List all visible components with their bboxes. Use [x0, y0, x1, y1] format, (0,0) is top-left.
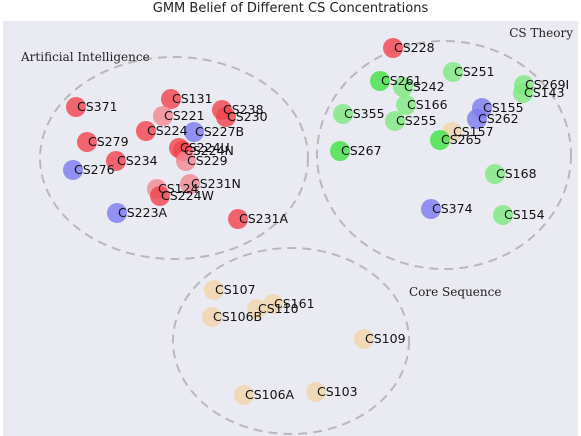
cluster-layer: Artificial Intelligence CS Theory Core Seq… — [20, 26, 573, 435]
point-cs231n — [180, 174, 200, 194]
point-cs371 — [66, 97, 86, 117]
point-label-cs261: CS261 — [381, 73, 422, 88]
point-label-cs231a: CS231A — [239, 211, 289, 226]
point-cs255 — [385, 111, 405, 131]
point-cs223a — [107, 203, 127, 223]
point-label-cs229: CS229 — [187, 153, 228, 168]
point-label-cs255: CS255 — [396, 113, 437, 128]
point-cs109 — [354, 329, 374, 349]
cluster-artificial-intelligence — [39, 56, 309, 260]
point-cs227b — [184, 122, 204, 142]
point-label-cs251: CS251 — [454, 64, 495, 79]
point-label-cs231n: CS231N — [191, 176, 241, 191]
cluster-label-cs-theory: CS Theory — [509, 26, 573, 40]
point-cs131 — [161, 89, 181, 109]
point-label-cs371: CS371 — [77, 99, 118, 114]
point-cs234 — [106, 151, 126, 171]
point-label-cs374: CS374 — [432, 201, 473, 216]
point-label-cs227b: CS227B — [195, 124, 244, 139]
point-label-cs228: CS228 — [394, 40, 435, 55]
point-cs267 — [330, 141, 350, 161]
cluster-cs-theory — [316, 40, 572, 270]
point-cs161 — [263, 294, 283, 314]
point-label-cs223a: CS223A — [118, 205, 168, 220]
point-cs221 — [153, 106, 173, 126]
point-label-cs276: CS276 — [74, 162, 115, 177]
point-label-cs107: CS107 — [215, 282, 256, 297]
point-label-cs106a: CS106A — [245, 387, 295, 402]
point-label-cs168: CS168 — [496, 166, 537, 181]
point-cs355 — [333, 104, 353, 124]
point-label-cs262: CS262 — [478, 111, 519, 126]
point-cs251 — [443, 62, 463, 82]
point-cs242 — [393, 77, 413, 97]
point-cs224 — [136, 121, 156, 141]
point-label-cs238: CS238 — [223, 102, 264, 117]
point-label-cs154: CS154 — [504, 207, 545, 222]
point-label-cs143: CS143 — [524, 85, 565, 100]
cluster-label-core-sequence: Core Sequence — [409, 285, 501, 299]
point-cs143 — [513, 83, 533, 103]
point-label-cs230: CS230 — [227, 109, 268, 124]
cluster-core-sequence — [172, 247, 410, 435]
point-cs106b — [202, 307, 222, 327]
point-cs166 — [396, 95, 416, 115]
point-label-cs242: CS242 — [404, 79, 445, 94]
point-label-cs224u: CS224U — [180, 140, 230, 155]
point-cs261 — [370, 71, 390, 91]
point-label-cs224n: CS224N — [184, 143, 234, 158]
point-label-cs131: CS131 — [172, 91, 213, 106]
point-cs224w — [150, 186, 170, 206]
point-label-cs224: CS224 — [147, 123, 188, 138]
chart-title: GMM Belief of Different CS Concentration… — [153, 1, 429, 16]
point-label-cs157: CS157 — [453, 124, 494, 139]
point-cs228 — [383, 38, 403, 58]
point-label-cs109: CS109 — [365, 331, 406, 346]
point-label-cs161: CS161 — [274, 296, 315, 311]
point-label-cs110: CS110 — [258, 301, 299, 316]
point-label-cs355: CS355 — [344, 106, 385, 121]
point-cs110 — [247, 299, 267, 319]
point-cs229 — [176, 151, 196, 171]
point-cs107 — [204, 280, 224, 300]
point-cs154 — [493, 205, 513, 225]
point-label-cs269i: CS269I — [525, 77, 569, 92]
point-cs276 — [63, 160, 83, 180]
point-label-cs103: CS103 — [317, 384, 358, 399]
point-cs374 — [421, 199, 441, 219]
point-cs103 — [306, 382, 326, 402]
plot-area — [3, 21, 578, 436]
point-label-cs166: CS166 — [407, 97, 448, 112]
point-label-cs279: CS279 — [88, 134, 129, 149]
point-cs230 — [216, 107, 236, 127]
point-label-cs267: CS267 — [341, 143, 382, 158]
point-label-cs155: CS155 — [483, 100, 524, 115]
point-label-cs106b: CS106B — [213, 309, 262, 324]
point-cs262 — [467, 109, 487, 129]
point-label-cs221: CS221 — [164, 108, 205, 123]
cluster-label-artificial-intelligence: Artificial Intelligence — [20, 50, 150, 64]
point-label-cs234: CS234 — [117, 153, 158, 168]
point-cs231a — [228, 209, 248, 229]
point-cs279 — [77, 132, 97, 152]
point-cs106a — [234, 385, 254, 405]
point-label-cs265: CS265 — [441, 132, 482, 147]
point-cs265 — [430, 130, 450, 150]
point-label-cs124: CS124 — [158, 181, 199, 196]
point-label-cs224w: CS224W — [161, 188, 214, 203]
point-cs168 — [485, 164, 505, 184]
